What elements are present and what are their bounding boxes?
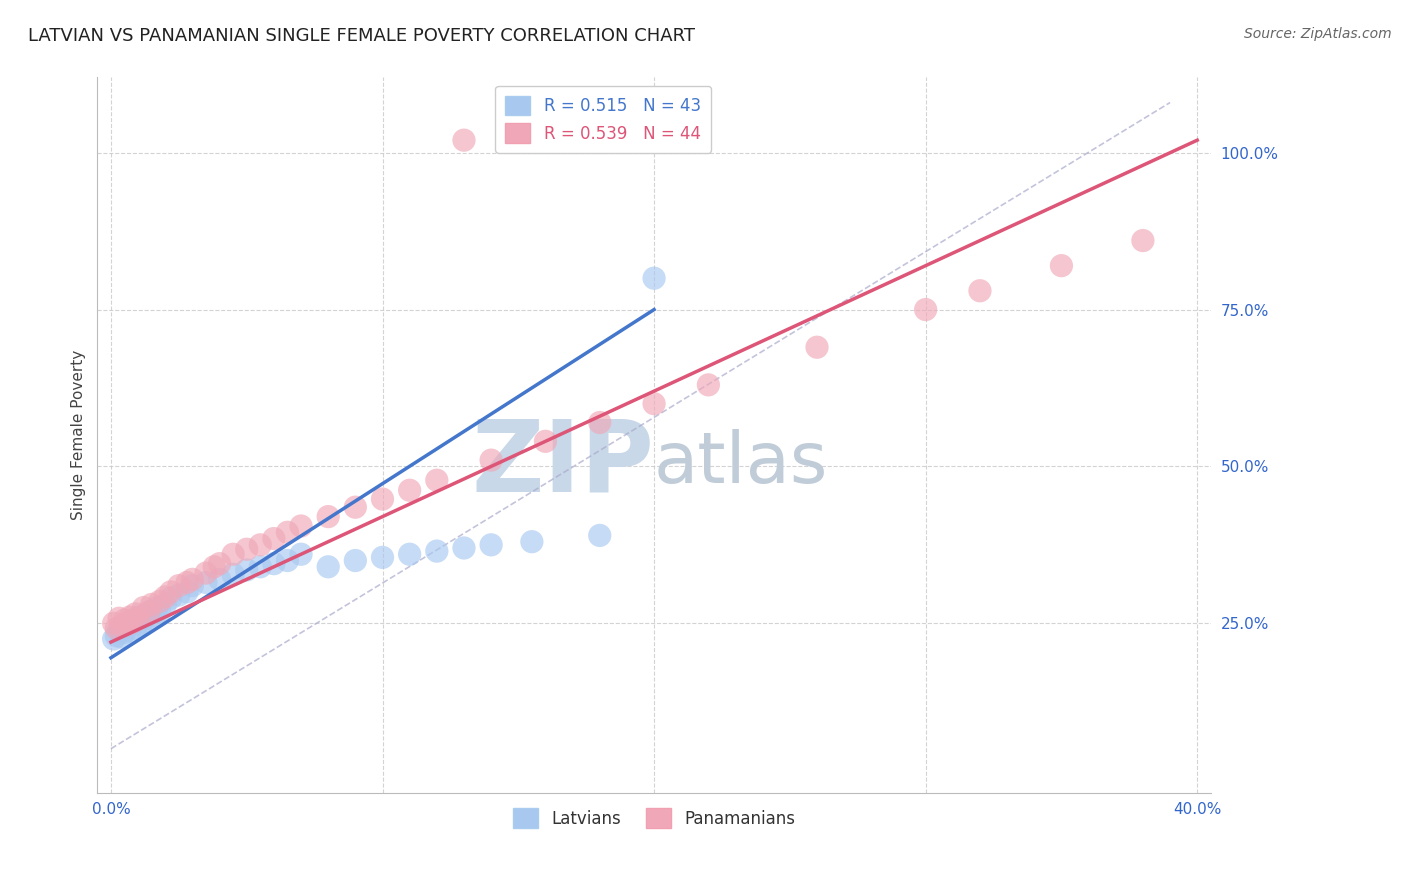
- Point: [127, 611, 149, 625]
- Point: [103, 616, 125, 631]
- Point: [105, 629, 128, 643]
- Point: [316, 509, 339, 524]
- Text: ZIP: ZIP: [471, 415, 654, 512]
- Point: [643, 271, 665, 285]
- Point: [398, 547, 420, 561]
- Point: [149, 594, 172, 608]
- Point: [159, 591, 181, 606]
- Point: [914, 302, 936, 317]
- Point: [235, 563, 257, 577]
- Point: [290, 519, 312, 533]
- Point: [114, 613, 136, 627]
- Text: LATVIAN VS PANAMANIAN SINGLE FEMALE POVERTY CORRELATION CHART: LATVIAN VS PANAMANIAN SINGLE FEMALE POVE…: [28, 27, 695, 45]
- Point: [290, 547, 312, 561]
- Point: [141, 598, 163, 612]
- Point: [108, 611, 131, 625]
- Point: [149, 605, 172, 619]
- Point: [202, 559, 225, 574]
- Text: Source: ZipAtlas.com: Source: ZipAtlas.com: [1244, 27, 1392, 41]
- Point: [520, 534, 543, 549]
- Point: [108, 623, 131, 637]
- Point: [181, 579, 204, 593]
- Point: [138, 611, 160, 625]
- Point: [155, 590, 177, 604]
- Point: [969, 284, 991, 298]
- Point: [146, 600, 169, 615]
- Point: [118, 624, 141, 638]
- Point: [143, 608, 166, 623]
- Point: [159, 585, 181, 599]
- Point: [195, 575, 218, 590]
- Point: [208, 557, 231, 571]
- Point: [115, 616, 138, 631]
- Point: [643, 397, 665, 411]
- Point: [344, 500, 367, 515]
- Point: [235, 542, 257, 557]
- Point: [1322, 346, 1344, 360]
- Point: [129, 617, 152, 632]
- Point: [135, 607, 157, 621]
- Point: [111, 630, 134, 644]
- Legend: Latvians, Panamanians: Latvians, Panamanians: [506, 802, 801, 834]
- Point: [115, 619, 138, 633]
- Point: [371, 491, 394, 506]
- Point: [534, 434, 557, 449]
- Point: [176, 575, 198, 590]
- Y-axis label: Single Female Poverty: Single Female Poverty: [72, 350, 86, 520]
- Point: [105, 621, 128, 635]
- Point: [426, 473, 449, 487]
- Point: [127, 610, 149, 624]
- Point: [118, 610, 141, 624]
- Point: [132, 600, 155, 615]
- Point: [453, 133, 475, 147]
- Point: [132, 615, 155, 629]
- Point: [1132, 234, 1154, 248]
- Point: [181, 572, 204, 586]
- Point: [111, 619, 134, 633]
- Point: [398, 483, 420, 498]
- Point: [806, 340, 828, 354]
- Point: [138, 605, 160, 619]
- Point: [155, 598, 177, 612]
- Point: [121, 615, 143, 629]
- Point: [344, 553, 367, 567]
- Text: atlas: atlas: [654, 429, 828, 498]
- Point: [371, 550, 394, 565]
- Point: [121, 613, 143, 627]
- Point: [124, 621, 146, 635]
- Point: [222, 547, 245, 561]
- Point: [141, 604, 163, 618]
- Point: [103, 632, 125, 646]
- Point: [453, 541, 475, 555]
- Point: [589, 416, 612, 430]
- Point: [263, 557, 285, 571]
- Point: [115, 617, 138, 632]
- Point: [276, 525, 298, 540]
- Point: [167, 588, 190, 602]
- Point: [114, 625, 136, 640]
- Point: [176, 585, 198, 599]
- Point: [124, 607, 146, 621]
- Point: [479, 453, 502, 467]
- Point: [249, 538, 271, 552]
- Point: [222, 567, 245, 582]
- Point: [479, 538, 502, 552]
- Point: [276, 553, 298, 567]
- Point: [249, 559, 271, 574]
- Point: [589, 528, 612, 542]
- Point: [263, 532, 285, 546]
- Point: [426, 544, 449, 558]
- Point: [208, 572, 231, 586]
- Point: [316, 559, 339, 574]
- Point: [167, 579, 190, 593]
- Point: [195, 566, 218, 580]
- Point: [697, 377, 720, 392]
- Point: [1050, 259, 1073, 273]
